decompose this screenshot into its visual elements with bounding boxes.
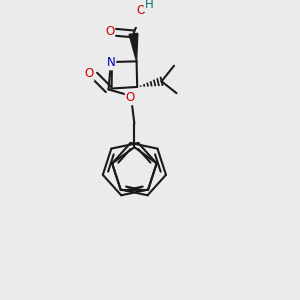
Polygon shape <box>129 33 138 61</box>
Text: H: H <box>145 0 153 11</box>
Text: O: O <box>126 92 135 104</box>
Text: O: O <box>84 67 93 80</box>
Text: O: O <box>105 25 114 38</box>
Text: O: O <box>136 4 146 16</box>
Text: N: N <box>106 56 116 69</box>
